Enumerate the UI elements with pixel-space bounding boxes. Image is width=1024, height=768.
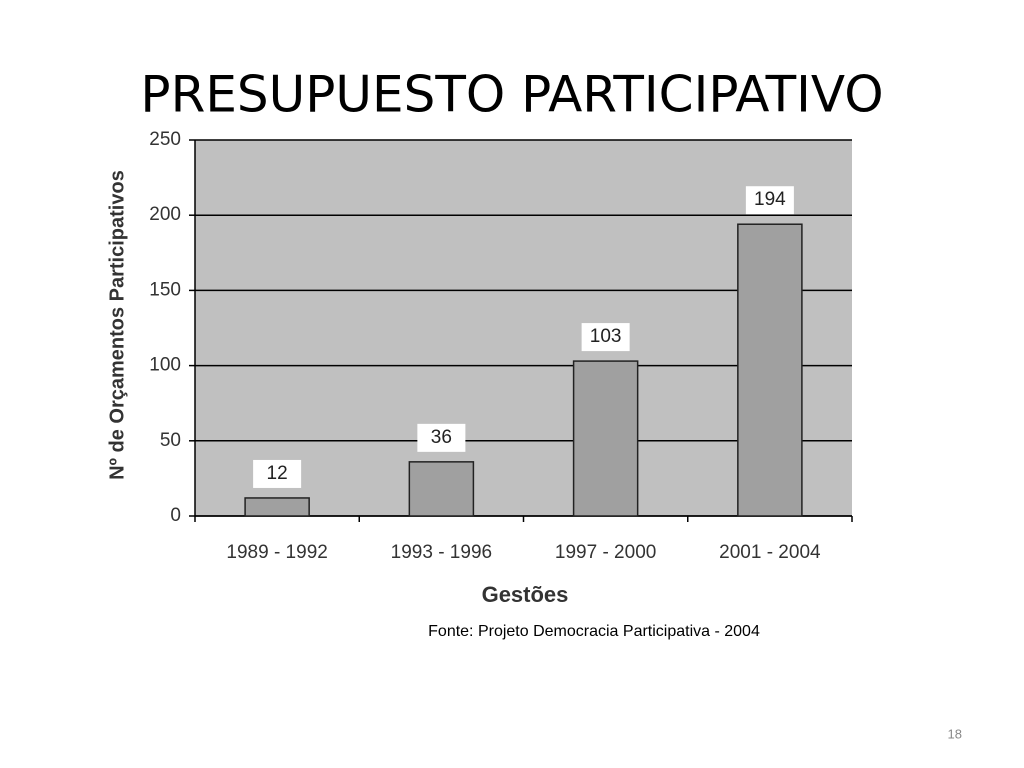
y-axis-label: Nº de Orçamentos Participativos <box>106 170 128 480</box>
data-label: 36 <box>431 427 452 448</box>
slide-title: PRESUPUESTO PARTICIPATIVO <box>140 66 883 124</box>
data-label: 194 <box>754 189 786 210</box>
x-tick-label: 1989 - 1992 <box>226 542 327 563</box>
bar <box>408 461 475 517</box>
y-tick-label: 0 <box>170 505 181 526</box>
y-tick-label: 200 <box>149 204 181 225</box>
data-label-box <box>417 423 466 452</box>
x-axis-label: Gestões <box>482 582 569 607</box>
y-tick-label: 50 <box>160 430 181 451</box>
bar <box>572 360 639 517</box>
y-tick-label: 100 <box>149 355 181 376</box>
x-tick-label: 2001 - 2004 <box>719 542 821 563</box>
source-note: Fonte: Projeto Democracia Participativa … <box>428 623 760 640</box>
bar <box>244 497 310 517</box>
data-label-box <box>581 323 630 352</box>
data-label: 103 <box>590 326 622 347</box>
data-label-box <box>253 459 302 488</box>
y-tick-label: 250 <box>149 129 181 150</box>
bar <box>737 223 803 517</box>
data-label-box <box>745 186 794 215</box>
x-tick-label: 1993 - 1996 <box>391 542 492 563</box>
x-tick-label: 1997 - 2000 <box>555 542 656 563</box>
page-number: 18 <box>948 726 962 741</box>
y-tick-label: 150 <box>149 279 181 300</box>
data-label: 12 <box>267 463 288 484</box>
